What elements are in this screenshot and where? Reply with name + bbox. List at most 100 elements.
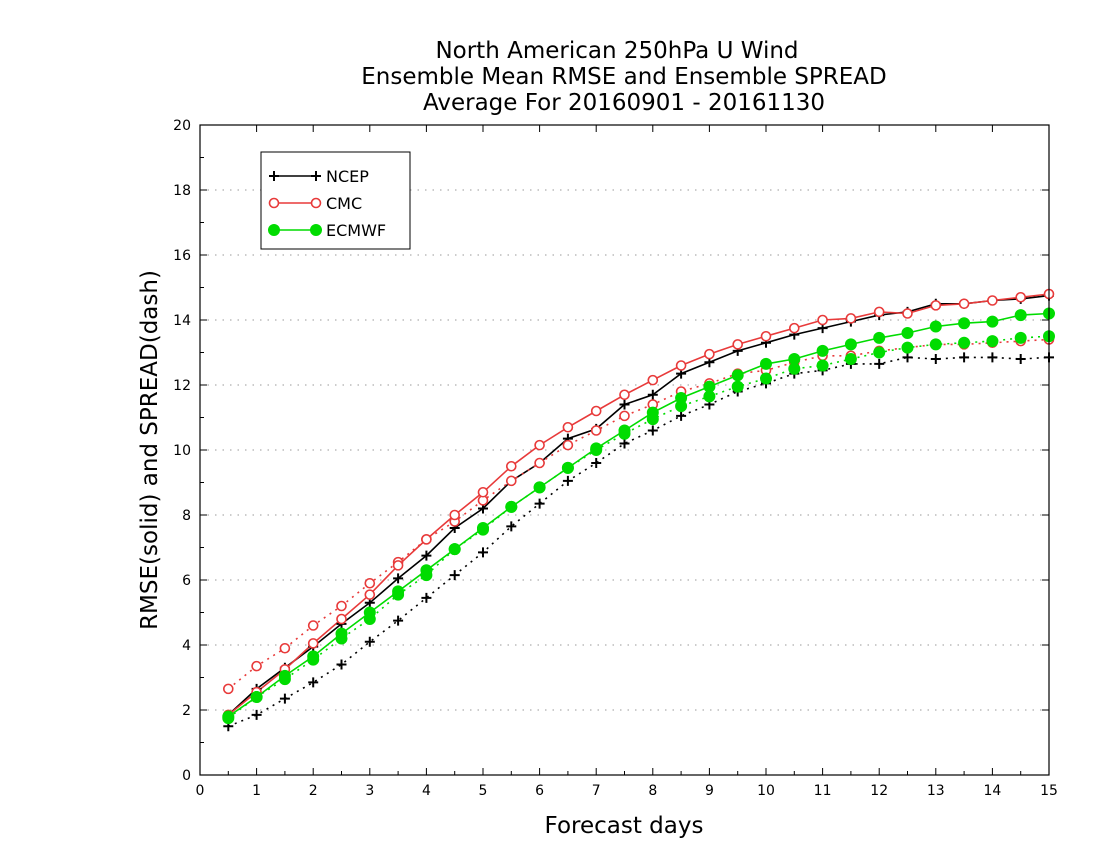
- ecmwf-rmse-point: [335, 627, 348, 640]
- title-line-2: Ensemble Mean RMSE and Ensemble SPREAD: [361, 64, 886, 90]
- cmc-rmse-point: [1015, 291, 1027, 303]
- ncep-spread-point: [930, 354, 941, 364]
- x-axis-label: Forecast days: [545, 813, 704, 839]
- cmc-spread-point: [505, 475, 517, 487]
- x-tick-label: 13: [927, 783, 945, 799]
- ncep-spread-point: [534, 498, 545, 509]
- cmc-rmse-point: [845, 313, 857, 324]
- ecmwf-rmse-point: [788, 353, 801, 365]
- ecmwf-rmse-point: [986, 315, 999, 328]
- ecmwf-rmse-point: [250, 691, 263, 703]
- x-tick-label: 11: [814, 783, 832, 799]
- ecmwf-spread-point: [929, 338, 942, 351]
- y-tick-label: 14: [173, 313, 191, 329]
- cmc-rmse-point: [364, 589, 376, 600]
- cmc-rmse-point: [421, 534, 432, 545]
- x-tick-label: 3: [365, 783, 374, 799]
- legend-label-ncep: NCEP: [326, 167, 369, 186]
- cmc-rmse-point: [817, 314, 828, 326]
- x-tick-label: 5: [479, 783, 488, 799]
- x-tick-label: 2: [309, 783, 318, 799]
- ecmwf-rmse-point: [816, 344, 829, 357]
- title-line-3: Average For 20160901 - 20161130: [423, 90, 825, 116]
- y-axis-label: RMSE(solid) and SPREAD(dash): [137, 270, 163, 630]
- ecmwf-rmse-point: [307, 650, 320, 663]
- ncep-spread-point: [902, 352, 913, 363]
- legend: NCEP CMC ECMWF: [260, 151, 411, 250]
- legend-marker-ncep: [269, 171, 279, 181]
- cmc-rmse-point: [534, 439, 545, 451]
- ecmwf-rmse-point: [533, 481, 546, 494]
- ecmwf-rmse-point: [618, 424, 631, 437]
- ecmwf-rmse-point: [844, 338, 857, 351]
- ncep-spread-point: [449, 570, 460, 581]
- legend-marker-cmc: [268, 197, 280, 209]
- cmc-spread-point: [251, 660, 262, 672]
- ecmwf-spread-line: [227, 335, 1050, 719]
- y-tick-label: 12: [173, 378, 191, 394]
- cmc-rmse-point: [647, 374, 659, 386]
- ncep-rmse-point: [421, 550, 432, 561]
- y-axis-ticks: 0 2 4 6 8 10 12 14 16 18 20: [173, 118, 1049, 784]
- ncep-spread-line: [228, 356, 1050, 728]
- ecmwf-rmse-point: [590, 442, 603, 455]
- cmc-rmse-point: [760, 330, 772, 342]
- cmc-rmse-point: [788, 322, 800, 334]
- chart-title: North American 250hPa U Wind Ensemble Me…: [361, 38, 886, 116]
- ncep-spread-point: [506, 521, 517, 532]
- ecmwf-rmse-point: [901, 327, 914, 339]
- ncep-spread-point: [647, 425, 658, 436]
- ecmwf-rmse-point: [505, 500, 518, 513]
- ecmwf-rmse-point: [731, 369, 744, 382]
- cmc-rmse-point: [449, 509, 461, 521]
- cmc-rmse-point: [307, 638, 319, 649]
- ncep-spread-point: [591, 458, 602, 468]
- ncep-spread-point: [251, 709, 262, 720]
- legend-marker-ncep: [311, 171, 321, 181]
- ecmwf-rmse-point: [363, 606, 376, 619]
- x-tick-label: 8: [648, 783, 657, 799]
- ncep-rmse-line: [227, 294, 1050, 716]
- ncep-spread-point: [336, 659, 347, 670]
- cmc-spread-point: [590, 425, 602, 436]
- ecmwf-rmse-point: [222, 710, 235, 723]
- x-tick-label: 9: [705, 783, 714, 799]
- x-axis-ticks: 0 1 2 3 4 5 6 7 8 9 10 11 12 13 14 15: [196, 125, 1058, 799]
- ecmwf-spread-point: [760, 372, 772, 385]
- cmc-rmse-point: [987, 295, 998, 306]
- ncep-spread-point: [959, 352, 970, 363]
- ecmwf-spread-point: [901, 341, 914, 354]
- ecmwf-rmse-point: [760, 357, 772, 370]
- ncep-spread-point: [308, 677, 319, 688]
- ncep-spread-point: [987, 352, 998, 363]
- ecmwf-spread-point: [958, 336, 971, 349]
- cmc-rmse-point: [336, 613, 347, 625]
- x-tick-label: 15: [1040, 783, 1058, 799]
- y-tick-label: 2: [182, 703, 191, 719]
- ecmwf-rmse-point: [420, 564, 433, 577]
- y-tick-label: 10: [173, 443, 191, 459]
- cmc-rmse-point: [619, 389, 630, 401]
- ncep-rmse-point: [647, 389, 658, 400]
- legend-marker-ecmwf: [268, 224, 280, 236]
- cmc-spread-point: [619, 410, 630, 422]
- ncep-spread-point: [1015, 354, 1026, 364]
- cmc-spread-point: [364, 577, 376, 589]
- legend-label-cmc: CMC: [326, 194, 362, 213]
- cmc-spread-point: [279, 642, 291, 654]
- title-line-1: North American 250hPa U Wind: [435, 38, 798, 64]
- cmc-spread-line: [227, 338, 1050, 690]
- ecmwf-rmse-point: [873, 331, 886, 344]
- x-tick-label: 12: [870, 783, 888, 799]
- ecmwf-spread-point: [731, 380, 744, 393]
- x-tick-label: 1: [252, 783, 261, 799]
- x-tick-label: 14: [983, 783, 1001, 799]
- cmc-rmse-point: [562, 421, 574, 433]
- ecmwf-rmse-point: [278, 669, 291, 682]
- ecmwf-rmse-point: [392, 585, 405, 598]
- cmc-rmse-point: [675, 360, 687, 371]
- ncep-rmse-point: [393, 573, 404, 584]
- ecmwf-rmse-point: [1014, 309, 1027, 322]
- data-series: [222, 288, 1055, 732]
- x-tick-label: 0: [196, 783, 205, 799]
